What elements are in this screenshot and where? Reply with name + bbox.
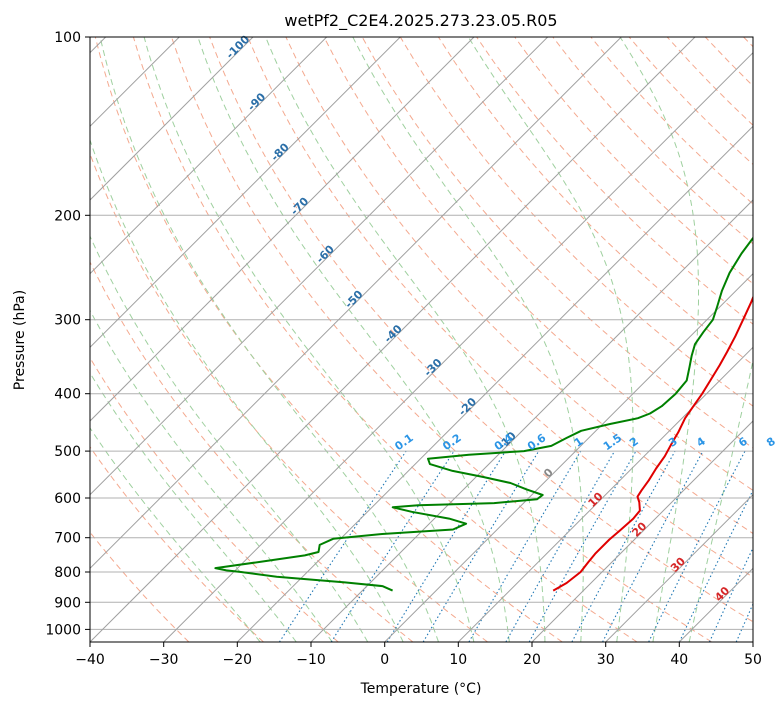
moist-adiabat-line: [352, 37, 584, 642]
x-axis-label: Temperature (°C): [360, 681, 482, 697]
dry-adiabat-line: [94, 37, 563, 642]
isobar-gridlines: [90, 37, 753, 630]
dewpoint-profile-line: [214, 236, 753, 592]
mixing-ratio-line: [386, 450, 507, 642]
x-tick-label: 10: [449, 652, 467, 668]
mixing-ratio-line: [678, 489, 753, 642]
y-tick-label: 900: [54, 595, 81, 611]
dry-adiabat-line: [90, 356, 339, 642]
isotherm-line: [90, 37, 623, 570]
mixing-ratio-line: [330, 450, 455, 642]
mixing-ratio-label: 8: [764, 435, 775, 450]
y-tick-label: 300: [54, 313, 81, 329]
dry-adiabat-line: [399, 37, 753, 407]
dry-adiabat-line: [209, 37, 753, 623]
x-tick-label: −40: [75, 652, 105, 668]
isotherm-line: [605, 493, 753, 642]
x-tick-label: 40: [670, 652, 688, 668]
isotherm-line: [236, 125, 753, 642]
x-tick-label: 20: [523, 652, 541, 668]
y-tick-label: 200: [54, 208, 81, 224]
isotherm-line: [90, 37, 696, 642]
dry-adiabat-line: [361, 37, 753, 449]
moist-adiabat-line: [90, 138, 404, 642]
moist-adiabat-line: [265, 37, 546, 642]
isotherm-line: [90, 37, 402, 349]
moist-adiabat-line: [90, 427, 261, 642]
moist-adiabat-line: [99, 37, 439, 642]
isotherm-gridlines: [90, 37, 753, 642]
moist-adiabat-line: [197, 37, 510, 642]
sounding-series: [214, 236, 753, 592]
x-tick-label: 50: [744, 652, 762, 668]
isotherm-line: [90, 37, 475, 422]
dry-adiabat-line: [170, 37, 712, 642]
isotherm-line: [90, 37, 181, 128]
temperature-profile-line: [552, 295, 753, 592]
isotherm-line: [457, 346, 753, 642]
x-tick-label: 0: [380, 652, 389, 668]
mixing-ratio-lines: [278, 450, 753, 642]
moist-adiabat-line: [90, 309, 333, 642]
mixing-ratio-line: [648, 450, 746, 642]
isotherm-line: [90, 37, 549, 496]
dry-adiabat-line: [476, 37, 753, 325]
isotherm-line: [310, 199, 753, 642]
plot-frame: [89, 36, 754, 643]
isotherm-line: [163, 51, 753, 642]
dry-adiabat-line: [90, 260, 414, 642]
y-tick-label: 500: [54, 444, 81, 460]
moist-adiabat-line: [143, 37, 475, 642]
moist-adiabat-line: [467, 37, 634, 642]
mixing-ratio-line: [505, 450, 616, 642]
y-axis-ticks: 100 200 300 400 500 600 700 800 900 1000: [45, 30, 90, 638]
moist-adiabat-line: [90, 235, 369, 642]
mixing-ratio-line: [571, 450, 676, 642]
isotherm-line: [90, 37, 254, 201]
x-axis-ticks: −40 −30 −20 −10 0 10 20 30 40 50: [75, 642, 762, 668]
y-axis-label: Pressure (hPa): [12, 290, 28, 390]
y-tick-label: 800: [54, 565, 81, 581]
mixing-ratio-line: [528, 450, 637, 642]
y-tick-label: 1000: [45, 622, 81, 638]
isotherm-line: [384, 272, 753, 642]
moist-adiabats: [90, 37, 753, 642]
x-tick-label: −10: [296, 652, 326, 668]
y-tick-label: 400: [54, 387, 81, 403]
y-tick-label: 600: [54, 491, 81, 507]
y-tick-label: 100: [54, 30, 81, 46]
moist-adiabat-line: [619, 37, 699, 642]
moist-adiabat-line: [90, 371, 297, 642]
x-tick-label: −30: [149, 652, 179, 668]
plot-area: [90, 37, 753, 642]
y-tick-label: 700: [54, 531, 81, 547]
chart-title: wetPf2_C2E4.2025.273.23.05.R05: [284, 11, 557, 31]
dry-adiabat-line: [90, 152, 488, 642]
isotherm-line: [90, 37, 328, 275]
dry-adiabat-line: [514, 37, 753, 285]
x-tick-label: 30: [597, 652, 615, 668]
mixing-ratio-line: [278, 450, 407, 642]
mixing-ratio-line: [422, 450, 540, 642]
isotherm-line: [531, 420, 753, 642]
dry-adiabat-line: [90, 446, 264, 642]
moist-adiabat-line: [688, 358, 753, 642]
x-tick-label: −20: [223, 652, 253, 668]
dry-adiabat-line: [437, 37, 753, 366]
